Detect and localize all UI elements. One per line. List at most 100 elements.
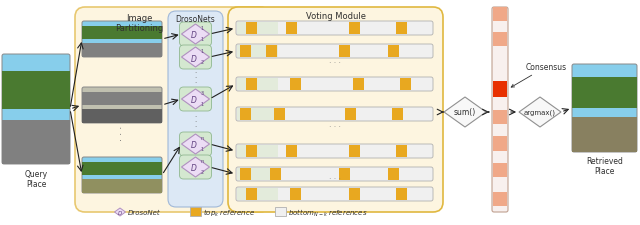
Bar [241,46,252,58]
FancyBboxPatch shape [179,46,211,70]
Polygon shape [182,48,209,68]
Bar [285,23,296,35]
Text: 2: 2 [200,60,204,65]
FancyBboxPatch shape [75,8,270,212]
Bar [572,117,637,152]
FancyBboxPatch shape [492,8,508,212]
Bar [82,179,162,193]
Bar [82,27,162,40]
Bar [266,46,277,58]
Bar [353,79,364,91]
Bar [493,163,507,177]
Text: 1: 1 [200,26,204,31]
FancyBboxPatch shape [179,88,211,112]
Bar [237,46,278,58]
Text: 3: 3 [200,91,204,96]
FancyBboxPatch shape [82,22,162,58]
Bar [246,145,257,157]
Bar [246,23,257,35]
Text: bottom$_{N-k}$ references: bottom$_{N-k}$ references [288,207,367,218]
Text: · · ·: · · · [328,175,340,184]
Polygon shape [115,208,125,216]
Bar [493,8,507,22]
FancyBboxPatch shape [168,12,223,207]
Bar [349,145,360,157]
Text: $D$: $D$ [189,29,197,40]
Bar [241,108,252,120]
Text: · · ·: · · · [117,125,127,140]
Text: · · ·: · · · [328,123,340,132]
Text: argmax(): argmax() [524,109,556,116]
Bar [82,93,162,106]
Bar [274,108,285,120]
FancyBboxPatch shape [236,144,433,158]
Bar [270,168,281,180]
Bar [493,110,507,124]
Bar [241,168,252,180]
Bar [2,71,70,110]
FancyBboxPatch shape [179,23,211,47]
Bar [237,79,278,91]
Text: 1: 1 [200,146,204,151]
FancyBboxPatch shape [236,108,433,122]
FancyBboxPatch shape [236,45,433,59]
Bar [396,145,407,157]
Bar [349,23,360,35]
Polygon shape [182,25,209,45]
Polygon shape [519,98,561,127]
FancyBboxPatch shape [179,132,211,156]
Text: Query
Place: Query Place [24,169,47,189]
Text: DrosoNet: DrosoNet [128,209,161,215]
Bar [396,188,407,200]
FancyBboxPatch shape [228,8,443,212]
Bar [388,46,399,58]
Text: Voting Module: Voting Module [305,12,365,21]
Bar [246,79,257,91]
FancyBboxPatch shape [82,88,162,124]
Text: n: n [200,135,204,140]
Bar [275,207,286,216]
Text: DrosoNets: DrosoNets [175,15,216,24]
Bar [2,120,70,164]
Polygon shape [182,134,209,154]
Bar [339,168,350,180]
Bar [493,137,507,151]
Bar [349,188,360,200]
Bar [237,23,278,35]
Bar [290,79,301,91]
FancyBboxPatch shape [236,22,433,36]
Polygon shape [444,98,486,127]
Text: Consensus: Consensus [511,63,567,88]
Text: $D$: $D$ [189,52,197,63]
Text: $D$: $D$ [189,162,197,173]
Text: Retrieved
Place: Retrieved Place [586,156,623,176]
Bar [237,108,278,120]
Polygon shape [182,90,209,110]
Bar [493,81,507,98]
Bar [237,188,278,200]
Bar [339,46,350,58]
FancyBboxPatch shape [236,78,433,92]
Text: top$_k$ reference: top$_k$ reference [203,207,255,218]
Text: · · ·: · · · [328,58,340,67]
Text: 2: 2 [200,169,204,174]
Text: 1: 1 [200,37,204,42]
Bar [493,192,507,206]
Text: $D$: $D$ [189,94,197,105]
Text: sum(): sum() [454,108,476,117]
Text: 1: 1 [200,49,204,54]
Text: Image
Partitioning: Image Partitioning [115,14,163,33]
Text: $D$: $D$ [189,139,197,150]
Bar [493,32,507,47]
FancyBboxPatch shape [82,157,162,193]
FancyBboxPatch shape [236,187,433,201]
Bar [290,188,301,200]
Bar [572,78,637,108]
FancyBboxPatch shape [179,155,211,179]
Text: n: n [200,158,204,163]
Bar [345,108,356,120]
Polygon shape [182,157,209,177]
Bar [82,163,162,175]
Text: ·
·
·: · · · [195,113,196,129]
Bar [237,145,278,157]
